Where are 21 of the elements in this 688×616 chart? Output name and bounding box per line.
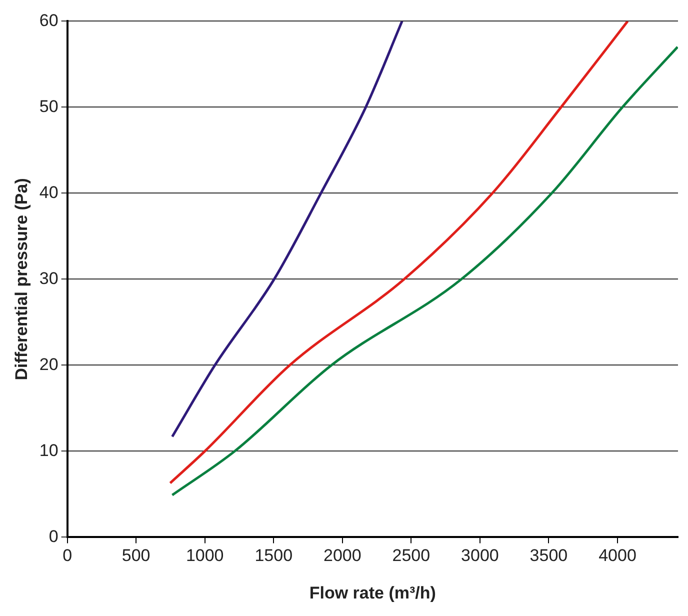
y-axis-title: Differential pressure (Pa): [12, 178, 31, 380]
x-tick-label: 1500: [254, 546, 293, 566]
x-tick-label: 2000: [323, 546, 362, 566]
y-tick-label: 0: [48, 526, 58, 546]
y-tick-label: 40: [39, 182, 58, 202]
x-tick-label: 3500: [530, 546, 568, 566]
x-tick-label: 0: [62, 546, 72, 566]
y-tick-label: 60: [39, 10, 58, 30]
line-series: [168, 21, 629, 484]
y-tick-label: 10: [39, 440, 58, 460]
x-tick-label: 4000: [598, 546, 636, 566]
x-axis-title: Flow rate (m³/h): [309, 583, 436, 602]
y-tick-label: 20: [39, 354, 58, 374]
y-tick-label: 30: [39, 268, 58, 288]
x-tick-label: 1000: [186, 546, 224, 566]
line-series: [171, 46, 678, 496]
x-tick-label: 3000: [461, 546, 499, 566]
line-series: [171, 21, 404, 438]
x-tick-label: 2500: [392, 546, 430, 566]
y-tick-label: 50: [39, 96, 58, 116]
x-tick-label: 500: [122, 546, 150, 566]
